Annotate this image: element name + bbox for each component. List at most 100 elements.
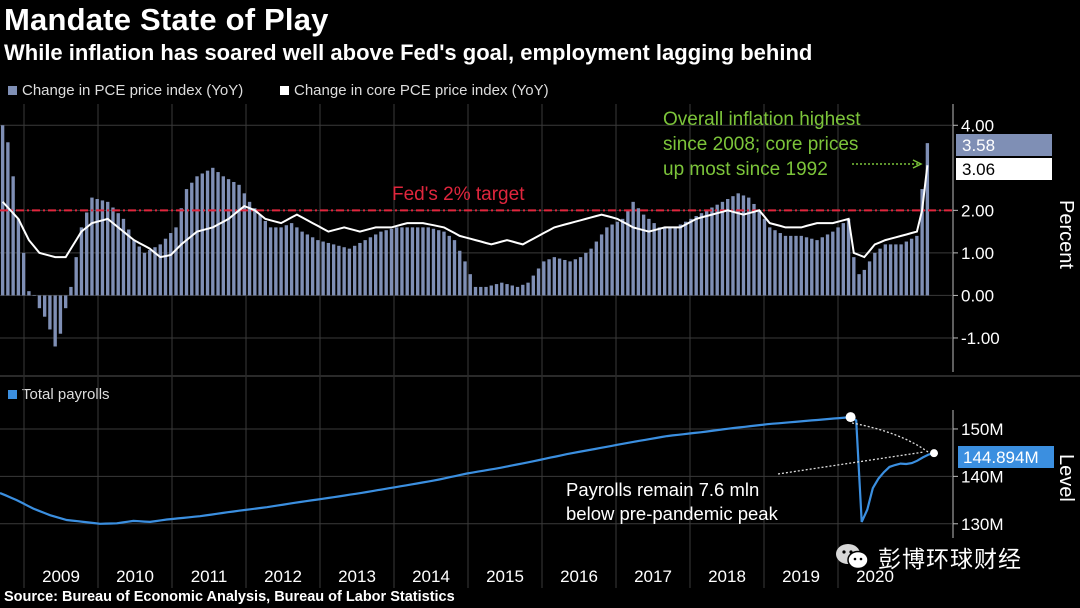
pce-bar (221, 176, 225, 296)
pce-bar (715, 204, 719, 296)
pce-bar (699, 213, 704, 296)
pce-bar (468, 274, 472, 296)
pce-bar (200, 173, 204, 296)
pce-bar (347, 248, 352, 296)
pce-bar (678, 224, 683, 296)
pce-bar (636, 208, 641, 296)
pce-bar (773, 230, 777, 296)
pce-bar (58, 295, 63, 334)
y-tick-label-bottom: 150M (961, 420, 1004, 439)
pce-bar (710, 207, 714, 296)
pce-bar (195, 176, 199, 296)
pce-bar (594, 241, 599, 296)
pce-bar (510, 285, 514, 296)
pce-bar (85, 212, 89, 296)
pce-bar (825, 234, 830, 296)
pce-bar (789, 235, 793, 296)
x-tick-label: 2009 (42, 567, 80, 586)
y-tick-label-bottom: 140M (961, 467, 1004, 486)
pce-bar (169, 233, 173, 296)
source-note: Source: Bureau of Economic Analysis, Bur… (4, 589, 455, 605)
payrolls-last-marker (930, 449, 938, 458)
pce-bar (846, 218, 851, 296)
pce-bar (689, 218, 693, 296)
pce-bar (389, 228, 394, 296)
pce-bar (331, 244, 336, 296)
pce-bar (662, 227, 667, 296)
pce-bar (783, 235, 788, 296)
pce-bar (321, 241, 325, 296)
core-pce-line (1, 165, 929, 259)
pce-bar (16, 218, 21, 296)
pce-bar (263, 220, 268, 296)
pce-bar (237, 184, 241, 296)
wechat-icon (836, 544, 869, 570)
last-pce-box (956, 134, 1052, 156)
pce-bar (557, 258, 562, 296)
pce-bar (53, 295, 57, 347)
pce-bar (90, 197, 94, 296)
pce-bar (79, 227, 84, 296)
pce-bar (726, 199, 730, 296)
pce-bar (484, 286, 488, 296)
pce-bar (400, 227, 404, 296)
pce-bar (867, 261, 872, 296)
pce-bar (542, 261, 546, 296)
pce-bar (326, 242, 331, 296)
pce-bar (69, 286, 73, 296)
pce-bar (494, 284, 499, 296)
y-tick-label-top: 2.00 (961, 201, 994, 220)
annotation-arrowhead (912, 159, 923, 169)
pce-bar (6, 142, 10, 296)
pce-bar (836, 227, 840, 296)
pce-bar (232, 181, 236, 296)
x-tick-label: 2018 (708, 567, 746, 586)
pce-bar (111, 207, 115, 296)
pce-bar (421, 227, 425, 296)
pce-bar (458, 250, 462, 296)
pce-bar (857, 274, 861, 296)
pce-bar (279, 227, 283, 296)
pce-bar (915, 235, 919, 296)
x-tick-label: 2015 (486, 567, 524, 586)
legend-swatch-pce (8, 86, 17, 95)
pce-bar (673, 227, 677, 296)
pce-bar (158, 244, 162, 296)
pce-bar (363, 240, 367, 296)
pce-bar (416, 227, 420, 296)
pce-bar (95, 199, 99, 296)
pce-bar (878, 248, 882, 296)
legend-label-core: Change in core PCE price index (YoY) (294, 82, 549, 99)
pce-bar (747, 197, 751, 296)
pce-bar (205, 170, 210, 296)
pce-bar (762, 218, 767, 296)
x-tick-label: 2010 (116, 567, 154, 586)
page-subtitle: While inflation has soared well above Fe… (4, 40, 813, 65)
pce-bar (452, 240, 457, 296)
pce-bar (48, 295, 52, 330)
pce-bar (641, 214, 646, 296)
legend-label-pce: Change in PCE price index (YoY) (22, 82, 244, 99)
pce-bar (578, 257, 583, 296)
pce-bar (447, 235, 451, 296)
y-axis-label-top: Percent (1055, 200, 1077, 269)
pce-bar (694, 216, 698, 296)
y-tick-label-top: 1.00 (961, 244, 994, 263)
pce-bar (42, 295, 47, 317)
pce-bar (599, 234, 604, 296)
inflation-annotation-line: since 2008; core prices (663, 134, 858, 155)
legend-item-payrolls: Total payrolls (8, 386, 110, 403)
pce-bar (757, 210, 761, 296)
pce-bar (179, 208, 183, 296)
pce-bar (137, 246, 141, 296)
y-axis-label-bottom: Level (1055, 454, 1077, 502)
pce-bar (216, 172, 220, 296)
pce-bar (741, 195, 746, 296)
pce-bar (132, 240, 136, 296)
pce-bar (731, 196, 735, 296)
y-tick-label-top: 4.00 (961, 116, 994, 135)
target-label: Fed's 2% target (392, 184, 525, 205)
pce-bar (610, 224, 614, 296)
payrolls-line (0, 415, 935, 525)
pce-bar (815, 240, 819, 296)
